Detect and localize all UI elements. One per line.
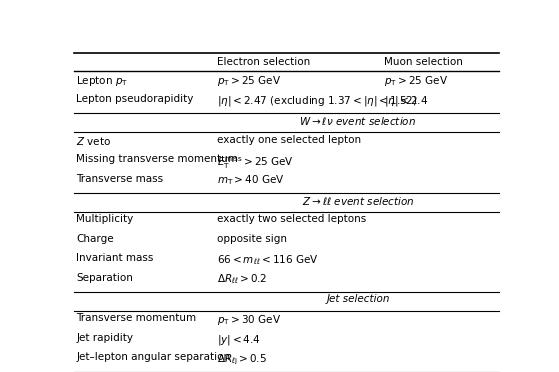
Text: $|y| < 4.4$: $|y| < 4.4$ xyxy=(217,333,261,347)
Text: Jet selection: Jet selection xyxy=(326,294,390,304)
Text: exactly one selected lepton: exactly one selected lepton xyxy=(217,135,361,145)
Text: exactly two selected leptons: exactly two selected leptons xyxy=(217,214,366,224)
Text: Muon selection: Muon selection xyxy=(384,57,463,67)
Text: Invariant mass: Invariant mass xyxy=(77,253,154,263)
Text: Jet rapidity: Jet rapidity xyxy=(77,333,134,343)
Text: $p_{\mathrm{T}} > 30$ GeV: $p_{\mathrm{T}} > 30$ GeV xyxy=(217,313,281,327)
Text: Transverse momentum: Transverse momentum xyxy=(77,313,197,323)
Text: $|\eta| < 2.47$ (excluding $1.37 < |\eta| < 1.52$): $|\eta| < 2.47$ (excluding $1.37 < |\eta… xyxy=(217,94,418,108)
Text: Separation: Separation xyxy=(77,273,133,283)
Text: Lepton pseudorapidity: Lepton pseudorapidity xyxy=(77,94,194,104)
Text: $|\eta| < 2.4$: $|\eta| < 2.4$ xyxy=(384,94,428,108)
Text: $\Delta R_{\ell\ell} > 0.2$: $\Delta R_{\ell\ell} > 0.2$ xyxy=(217,273,267,286)
Text: Electron selection: Electron selection xyxy=(217,57,310,67)
Text: Lepton $p_{\mathrm{T}}$: Lepton $p_{\mathrm{T}}$ xyxy=(77,74,129,89)
Text: $E_{\mathrm{T}}^{\mathrm{miss}} > 25$ GeV: $E_{\mathrm{T}}^{\mathrm{miss}} > 25$ Ge… xyxy=(217,154,294,171)
Text: $p_{\mathrm{T}} > 25$ GeV: $p_{\mathrm{T}} > 25$ GeV xyxy=(384,74,448,89)
Text: $W \rightarrow \ell\nu$ event selection: $W \rightarrow \ell\nu$ event selection xyxy=(300,115,416,127)
Text: opposite sign: opposite sign xyxy=(217,234,287,244)
Text: $\Delta R_{\ell \mathrm{j}} > 0.5$: $\Delta R_{\ell \mathrm{j}} > 0.5$ xyxy=(217,352,267,367)
Text: Missing transverse momentum: Missing transverse momentum xyxy=(77,154,238,164)
Text: Jet–lepton angular separation: Jet–lepton angular separation xyxy=(77,352,230,362)
Text: $m_{\mathrm{T}} > 40$ GeV: $m_{\mathrm{T}} > 40$ GeV xyxy=(217,173,285,187)
Text: Multiplicity: Multiplicity xyxy=(77,214,134,224)
Text: $Z \rightarrow \ell\ell$ event selection: $Z \rightarrow \ell\ell$ event selection xyxy=(302,195,414,207)
Text: $p_{\mathrm{T}} > 25$ GeV: $p_{\mathrm{T}} > 25$ GeV xyxy=(217,74,281,89)
Text: $Z$ veto: $Z$ veto xyxy=(77,135,111,147)
Text: Charge: Charge xyxy=(77,234,114,244)
Text: $66 < m_{\ell\ell} < 116$ GeV: $66 < m_{\ell\ell} < 116$ GeV xyxy=(217,253,319,267)
Text: Transverse mass: Transverse mass xyxy=(77,173,163,183)
